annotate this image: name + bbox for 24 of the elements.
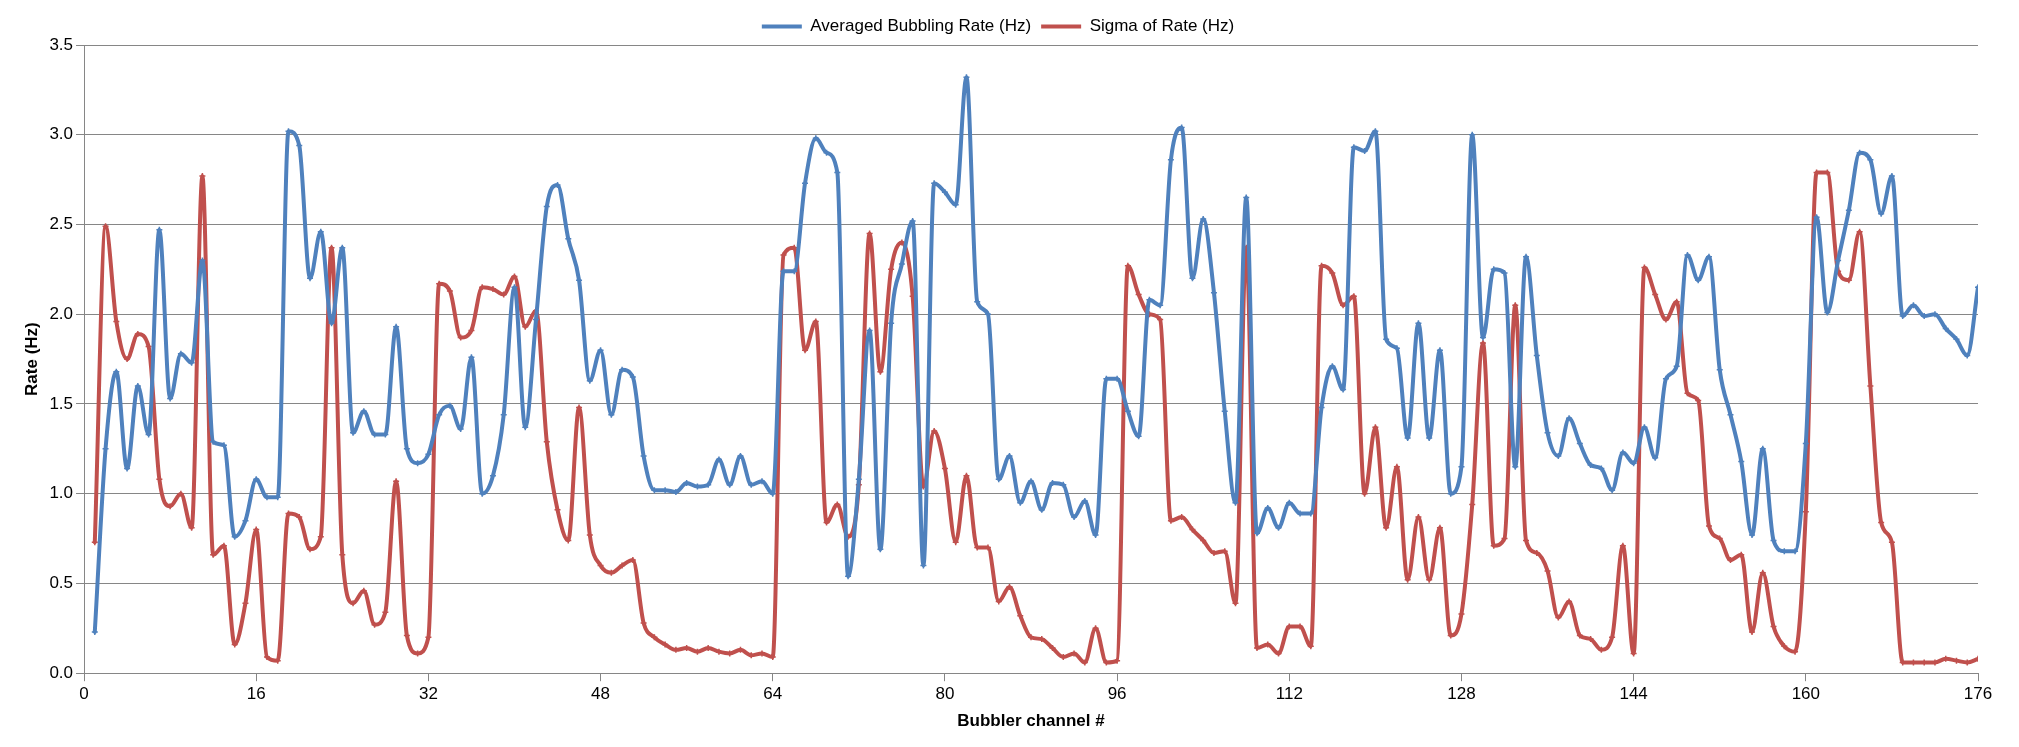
y-tick-label: 0.0 (49, 662, 74, 682)
legend-label: Sigma of Rate (Hz) (1089, 16, 1235, 36)
x-tick-label: 0 (79, 684, 89, 704)
y-tick-label: 1.0 (49, 483, 74, 503)
x-tick-label: 96 (1107, 684, 1127, 704)
y-tick-label: 2.0 (49, 303, 74, 323)
x-tick-label: 64 (763, 684, 783, 704)
y-axis-title: Rate (Hz) (21, 322, 41, 396)
x-axis-title: Bubbler channel # (957, 711, 1106, 731)
x-tick-label: 128 (1447, 684, 1476, 704)
x-tick-label: 32 (418, 684, 438, 704)
x-tick-label: 16 (246, 684, 266, 704)
x-tick-label: 48 (591, 684, 611, 704)
x-tick-label: 160 (1791, 684, 1821, 704)
y-tick-label: 2.5 (49, 214, 74, 234)
x-tick-label: 144 (1619, 684, 1648, 704)
x-tick-label: 176 (1963, 684, 1993, 704)
y-tick-label: 3.0 (49, 124, 74, 144)
y-tick-label: 1.5 (49, 393, 74, 413)
x-tick-label: 80 (935, 684, 955, 704)
legend-label: Averaged Bubbling Rate (Hz) (810, 16, 1032, 36)
x-tick-label: 112 (1275, 684, 1303, 704)
y-tick-label: 0.5 (49, 573, 74, 593)
y-tick-label: 3.5 (49, 34, 74, 54)
